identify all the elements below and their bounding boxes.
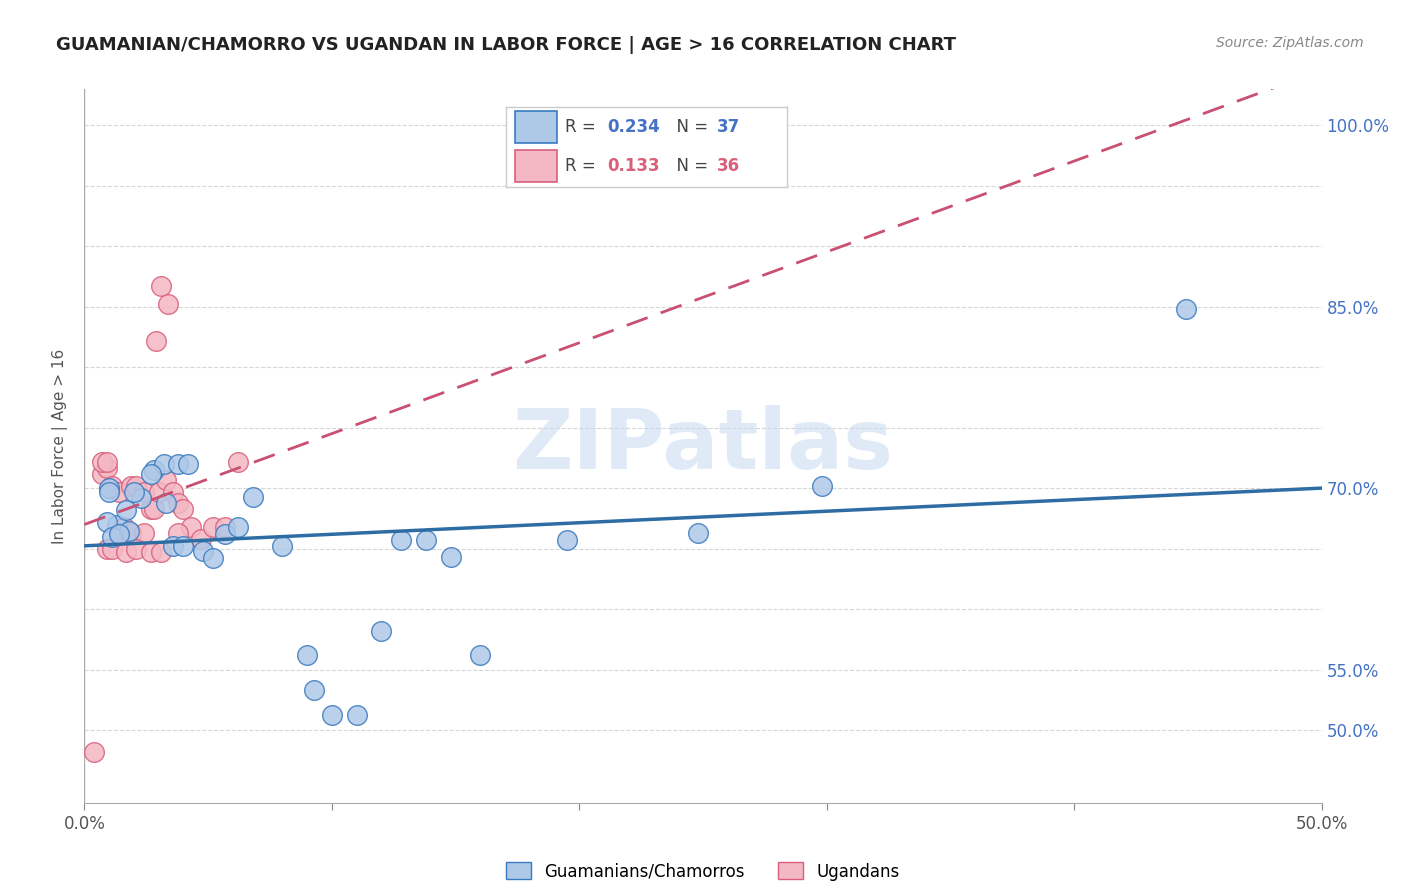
Point [304, 683, 326, 698]
Point [108, 485, 131, 500]
Point [439, 550, 461, 565]
Point [96, 455, 118, 469]
Point [141, 467, 163, 481]
Point [150, 279, 173, 293]
Point [96, 460, 118, 475]
Point [180, 520, 202, 534]
Text: 0.133: 0.133 [607, 157, 659, 175]
Point [115, 503, 138, 517]
Point [271, 540, 294, 554]
Point [142, 502, 165, 516]
Point [191, 544, 214, 558]
Point [141, 502, 163, 516]
Point [1174, 302, 1197, 317]
Text: ZIPatlas: ZIPatlas [513, 406, 893, 486]
Point [155, 496, 177, 510]
Point [157, 297, 180, 311]
Point [389, 533, 412, 548]
Point [321, 707, 343, 722]
Point [370, 624, 392, 638]
Point [172, 502, 194, 516]
Point [108, 527, 131, 541]
Point [190, 532, 212, 546]
Point [108, 526, 131, 541]
Point [98, 481, 121, 495]
Point [120, 526, 142, 541]
Point [214, 527, 236, 541]
Point [470, 648, 492, 663]
Text: N =: N = [666, 118, 714, 136]
Point [167, 457, 190, 471]
Point [132, 485, 155, 500]
Point [129, 491, 152, 505]
Point [150, 545, 173, 559]
Text: R =: R = [565, 157, 602, 175]
Point [100, 530, 122, 544]
Point [242, 490, 264, 504]
Point [120, 479, 142, 493]
Text: R =: R = [565, 118, 602, 136]
Point [162, 485, 184, 500]
Legend: Guamanians/Chamorros, Ugandans: Guamanians/Chamorros, Ugandans [499, 855, 907, 888]
Point [148, 485, 170, 500]
Point [202, 551, 225, 566]
Point [346, 707, 368, 722]
Point [96, 541, 118, 556]
Point [177, 457, 200, 471]
Text: GUAMANIAN/CHAMORRO VS UGANDAN IN LABOR FORCE | AGE > 16 CORRELATION CHART: GUAMANIAN/CHAMORRO VS UGANDAN IN LABOR F… [56, 36, 956, 54]
Point [810, 479, 832, 493]
Text: 0.234: 0.234 [607, 118, 661, 136]
Point [167, 526, 190, 541]
Point [96, 515, 118, 529]
Point [125, 541, 148, 556]
Point [141, 545, 163, 559]
Text: N =: N = [666, 157, 714, 175]
Point [162, 540, 184, 554]
Point [105, 517, 128, 532]
Point [152, 457, 174, 471]
Point [132, 526, 155, 541]
Point [295, 648, 318, 663]
Text: 37: 37 [717, 118, 741, 136]
Point [100, 479, 122, 493]
Text: Source: ZipAtlas.com: Source: ZipAtlas.com [1216, 36, 1364, 50]
Point [142, 463, 165, 477]
Point [167, 496, 190, 510]
Point [555, 533, 578, 548]
Point [115, 545, 138, 559]
Point [145, 334, 167, 348]
Point [112, 520, 135, 534]
Point [90, 455, 112, 469]
Point [172, 540, 194, 554]
Point [83, 745, 105, 759]
Point [226, 520, 249, 534]
Point [202, 520, 225, 534]
Y-axis label: In Labor Force | Age > 16: In Labor Force | Age > 16 [52, 349, 69, 543]
Point [100, 541, 122, 556]
Point [122, 485, 145, 500]
Point [155, 473, 177, 487]
Point [118, 524, 141, 538]
Point [415, 533, 437, 548]
Point [90, 467, 112, 481]
Point [98, 485, 121, 500]
Point [686, 526, 709, 541]
FancyBboxPatch shape [515, 111, 557, 143]
Point [125, 479, 148, 493]
Point [214, 520, 236, 534]
FancyBboxPatch shape [515, 150, 557, 182]
Point [226, 455, 249, 469]
Text: 36: 36 [717, 157, 740, 175]
